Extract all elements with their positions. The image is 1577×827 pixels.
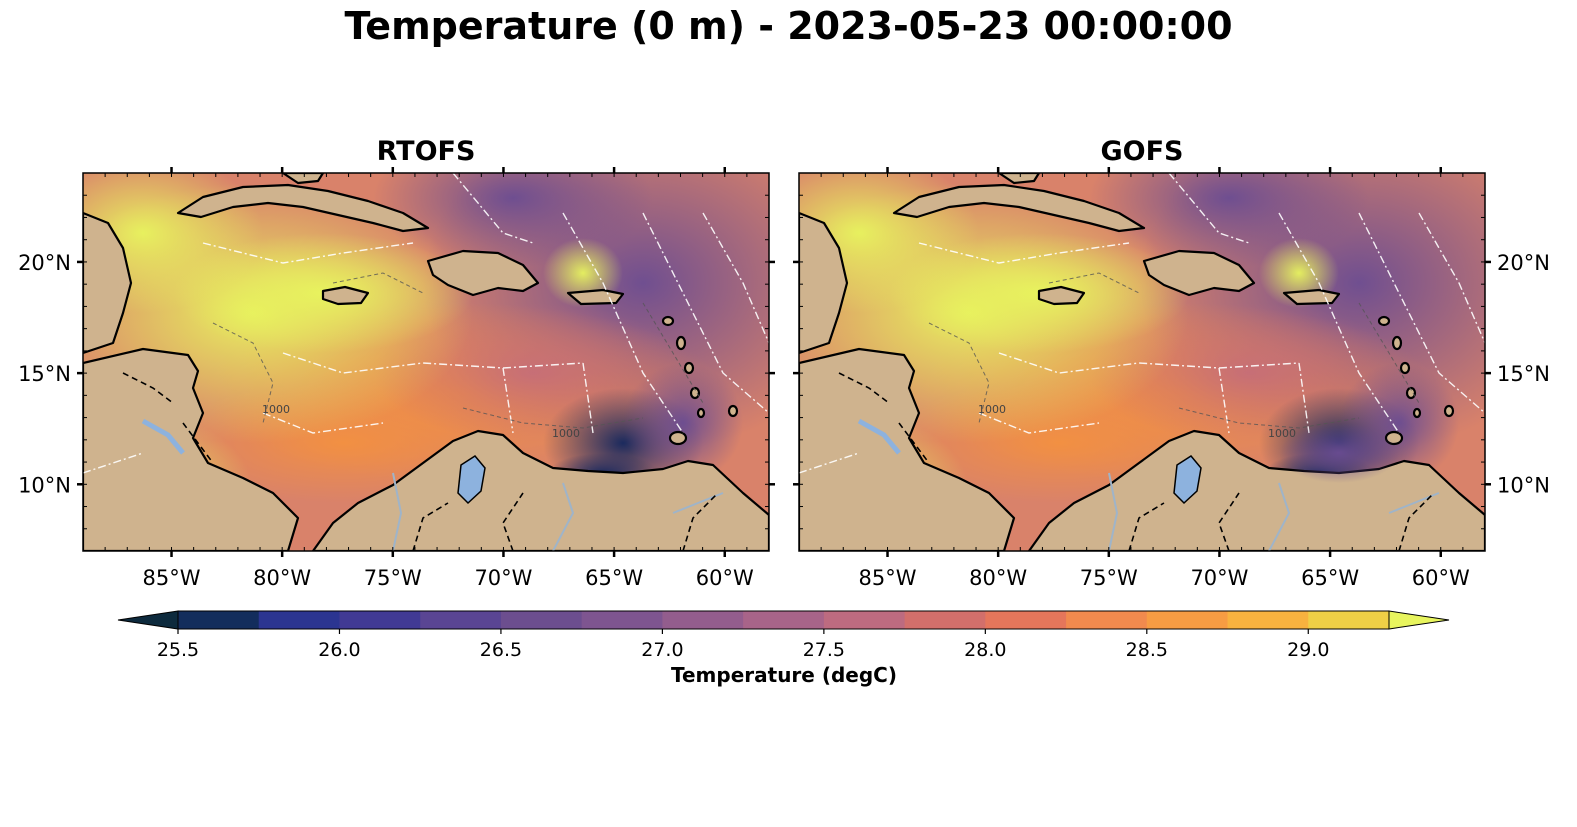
colorbar-segment [258,611,340,629]
colorbar-segment [985,611,1067,629]
colorbar-extend-min [117,610,179,630]
colorbar-segment [743,611,825,629]
colorbar-tick-label: 26.0 [318,639,360,661]
map-panel-rtofs [82,172,770,552]
lon-tick-label: 60°W [1412,566,1470,590]
lat-tick-label: 10°N [18,473,71,497]
lon-tick-label: 80°W [969,566,1027,590]
colorbar-segment [339,611,421,629]
colorbar-tick-label: 27.0 [641,639,683,661]
lon-tick-label: 75°W [1080,566,1138,590]
lon-tick-label: 75°W [364,566,422,590]
colorbar-segment [1146,611,1229,629]
contour-label: 1000 [1268,427,1296,440]
colorbar-tick-label: 29.0 [1287,639,1329,661]
colorbar-segment [904,611,986,629]
colorbar-segment [662,611,744,629]
colorbar-segment [420,611,502,629]
lat-tick-label: 10°N [1497,473,1550,497]
lon-tick-label: 85°W [859,566,917,590]
colorbar-segment [178,611,260,629]
lat-tick-label: 20°N [1497,251,1550,275]
colorbar-extend-max [1388,610,1450,630]
colorbar-label: Temperature (degC) [671,663,897,687]
lat-tick-label: 15°N [1497,362,1550,386]
colorbar-segment [1227,611,1309,629]
colorbar-segment [1066,611,1148,629]
lon-tick-label: 70°W [474,566,532,590]
colorbar-tick-label: 26.5 [480,639,522,661]
map-panel-gofs [798,172,1486,552]
colorbar-tick-label: 25.5 [157,639,199,661]
lat-tick-label: 20°N [18,251,71,275]
contour-label: 1000 [978,403,1006,416]
colorbar-segment [500,611,583,629]
colorbar-tick-label: 28.5 [1126,639,1168,661]
lon-tick-label: 85°W [143,566,201,590]
colorbar-tick-label: 27.5 [803,639,845,661]
figure-title: Temperature (0 m) - 2023-05-23 00:00:00 [344,4,1233,48]
lon-tick-label: 60°W [696,566,754,590]
lat-tick-label: 15°N [18,362,71,386]
colorbar-frame [177,610,1390,630]
panel-title-gofs: GOFS [1100,136,1184,167]
contour-label: 1000 [262,403,290,416]
lon-tick-label: 65°W [1301,566,1359,590]
lon-tick-label: 70°W [1190,566,1248,590]
axes-ticks: 85°W 80°W 75°W 70°W 65°W 60°W 20°N 15°N 10°N 85°W… [18,167,1550,590]
lon-tick-label: 65°W [585,566,643,590]
colorbar-segment [581,611,663,629]
colorbar: 25.5 26.0 26.5 27.0 27.5 28.0 28.5 29.0 [117,610,1450,661]
colorbar-tick-label: 28.0 [964,639,1006,661]
lon-tick-label: 80°W [253,566,311,590]
colorbar-segment [1308,611,1390,629]
panel-title-rtofs: RTOFS [376,136,476,167]
contour-label: 1000 [552,427,580,440]
colorbar-segment [823,611,906,629]
